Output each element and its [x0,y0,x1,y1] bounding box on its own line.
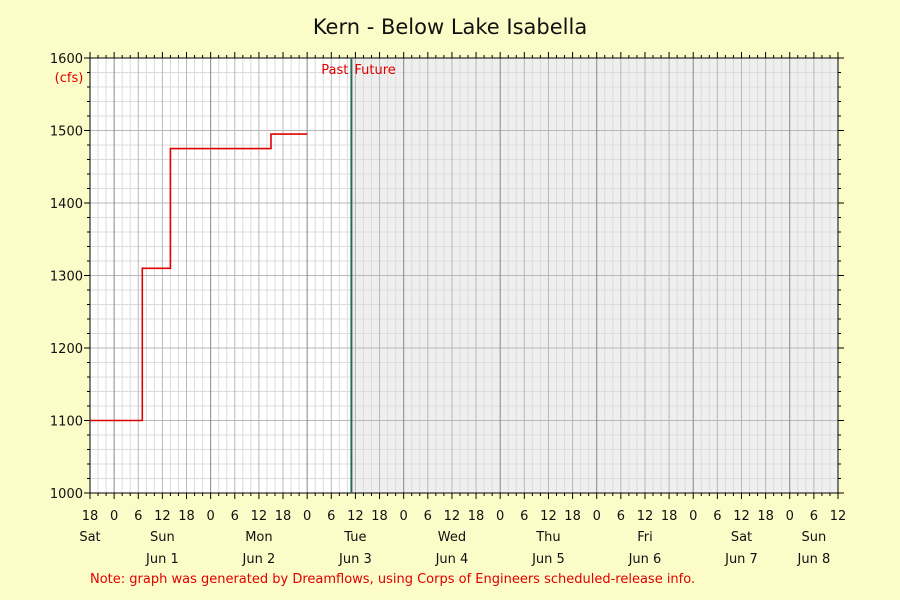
x-tick-label: 6 [327,509,335,524]
y-axis-unit-label: (cfs) [55,71,84,86]
x-tick-label: 0 [689,509,697,524]
past-label: Past [321,63,348,78]
x-tick-label: 0 [593,509,601,524]
x-tick-label: 0 [110,509,118,524]
x-day-label: Wed [438,530,466,545]
x-date-label: Jun 1 [145,552,179,567]
x-tick-label: 6 [520,509,528,524]
x-tick-label: 0 [496,509,504,524]
x-date-label: Jun 4 [435,552,469,567]
x-tick-label: 18 [178,509,195,524]
x-tick-label: 0 [303,509,311,524]
x-date-label: Jun 3 [338,552,372,567]
footnote: Note: graph was generated by Dreamflows,… [90,572,695,587]
x-day-label: Fri [637,530,653,545]
y-tick-label: 1100 [50,415,83,430]
x-day-label: Sun [150,530,175,545]
x-tick-label: 12 [830,509,847,524]
y-tick-label: 1600 [50,52,83,67]
x-tick-label: 18 [661,509,678,524]
x-tick-label: 6 [134,509,142,524]
x-tick-label: 18 [564,509,581,524]
x-tick-label: 12 [154,509,171,524]
x-tick-label: 12 [540,509,557,524]
x-day-label: Sat [731,530,752,545]
x-tick-label: 18 [371,509,388,524]
x-tick-label: 0 [786,509,794,524]
x-tick-label: 18 [82,509,99,524]
future-label: Future [354,63,395,78]
x-tick-label: 0 [400,509,408,524]
x-date-label: Jun 6 [628,552,662,567]
x-tick-label: 0 [207,509,215,524]
x-tick-label: 12 [733,509,750,524]
y-tick-label: 1200 [50,342,83,357]
x-tick-label: 6 [810,509,818,524]
x-tick-label: 6 [424,509,432,524]
x-date-label: Jun 8 [797,552,831,567]
y-tick-label: 1400 [50,197,83,212]
x-date-label: Jun 2 [242,552,276,567]
x-tick-label: 12 [251,509,268,524]
chart-title: Kern - Below Lake Isabella [313,15,587,39]
x-tick-label: 6 [617,509,625,524]
x-day-label: Sat [79,530,100,545]
flow-series-line [90,133,308,422]
x-day-label: Mon [245,530,272,545]
x-tick-label: 18 [468,509,485,524]
y-tick-label: 1500 [50,125,83,140]
x-date-label: Jun 7 [724,552,758,567]
x-tick-label: 6 [713,509,721,524]
x-tick-label: 12 [637,509,654,524]
x-date-label: Jun 5 [531,552,565,567]
x-tick-label: 6 [231,509,239,524]
x-tick-label: 12 [444,509,461,524]
x-tick-label: 18 [275,509,292,524]
x-day-label: Tue [343,530,366,545]
x-tick-label: 18 [757,509,774,524]
y-tick-label: 1300 [50,270,83,285]
x-day-label: Sun [802,530,827,545]
x-tick-label: 12 [347,509,364,524]
x-day-label: Thu [535,530,560,545]
y-tick-label: 1000 [50,487,83,502]
